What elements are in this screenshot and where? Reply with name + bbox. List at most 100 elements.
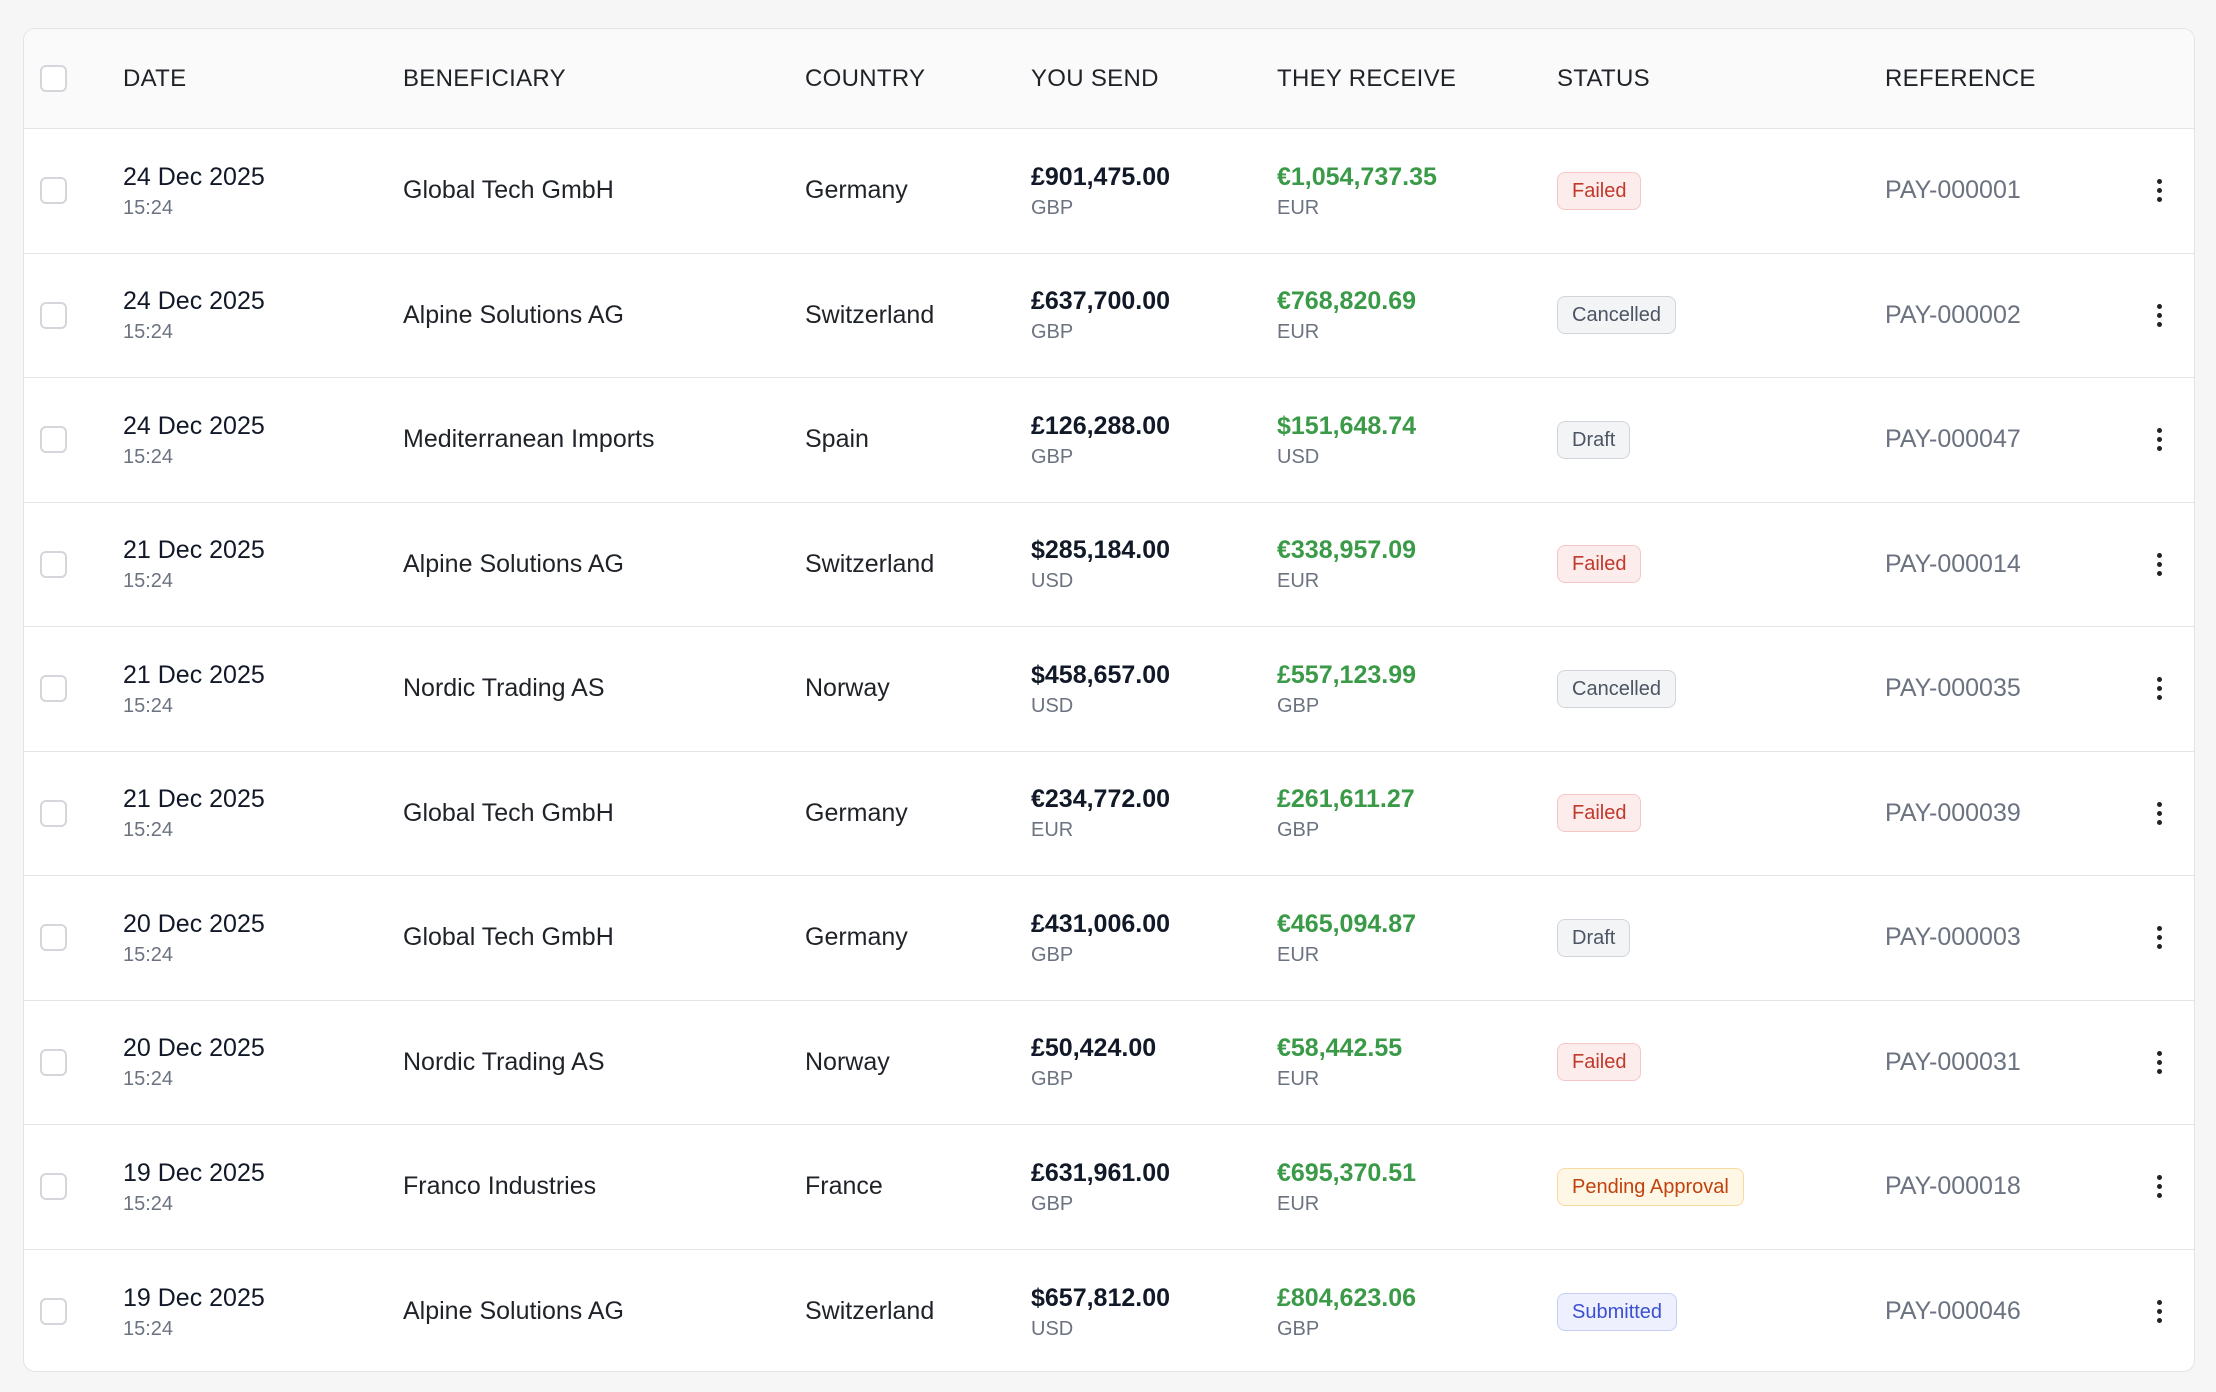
row-checkbox[interactable]	[39, 177, 67, 205]
receive-amount: €1,054,737.35	[1277, 162, 1437, 191]
receive-amount: £804,623.06	[1277, 1283, 1417, 1312]
more-options-icon[interactable]	[2156, 179, 2162, 203]
payment-date: 24 Dec 2025	[123, 411, 265, 440]
more-options-icon[interactable]	[2156, 801, 2162, 825]
beneficiary-country: Switzerland	[805, 300, 935, 329]
payment-date: 20 Dec 2025	[123, 909, 265, 938]
receive-currency: EUR	[1277, 1068, 1320, 1091]
status-badge: Failed	[1557, 1043, 1642, 1082]
beneficiary-name: Mediterranean Imports	[403, 425, 655, 454]
table-row[interactable]: 20 Dec 2025 15:24 Global Tech GmbH Germa…	[24, 876, 2194, 1001]
more-options-icon[interactable]	[2156, 552, 2162, 576]
payment-time: 15:24	[123, 1317, 174, 1340]
table-header: DATE BENEFICIARY COUNTRY YOU SEND THEY R…	[24, 29, 2194, 129]
receive-amount: €58,442.55	[1277, 1034, 1403, 1063]
row-checkbox[interactable]	[39, 301, 67, 329]
beneficiary-country: Germany	[805, 923, 908, 952]
row-checkbox[interactable]	[39, 550, 67, 578]
more-options-icon[interactable]	[2156, 1050, 2162, 1074]
more-options-icon[interactable]	[2156, 1300, 2162, 1324]
send-amount: £901,475.00	[1031, 162, 1171, 191]
status-badge: Draft	[1557, 420, 1631, 459]
payment-reference: PAY-000018	[1885, 1172, 2021, 1201]
payment-reference: PAY-000046	[1885, 1297, 2021, 1326]
receive-currency: GBP	[1277, 1317, 1320, 1340]
send-currency: GBP	[1031, 321, 1074, 344]
more-options-icon[interactable]	[2156, 303, 2162, 327]
receive-currency: EUR	[1277, 321, 1320, 344]
payments-table: DATE BENEFICIARY COUNTRY YOU SEND THEY R…	[23, 28, 2195, 1372]
send-currency: EUR	[1031, 819, 1074, 842]
receive-currency: GBP	[1277, 819, 1320, 842]
payment-reference: PAY-000035	[1885, 674, 2021, 703]
payment-reference: PAY-000014	[1885, 549, 2021, 578]
payment-time: 15:24	[123, 445, 174, 468]
column-header-they-receive[interactable]: THEY RECEIVE	[1277, 64, 1457, 92]
receive-amount: £261,611.27	[1277, 785, 1415, 814]
table-row[interactable]: 19 Dec 2025 15:24 Franco Industries Fran…	[24, 1125, 2194, 1250]
row-checkbox[interactable]	[39, 426, 67, 454]
column-header-country[interactable]: COUNTRY	[805, 64, 926, 92]
table-row[interactable]: 24 Dec 2025 15:24 Alpine Solutions AG Sw…	[24, 254, 2194, 378]
table-row[interactable]: 21 Dec 2025 15:24 Nordic Trading AS Norw…	[24, 627, 2194, 752]
column-header-reference[interactable]: REFERENCE	[1885, 64, 2036, 92]
payment-time: 15:24	[123, 321, 174, 344]
row-checkbox[interactable]	[39, 1298, 67, 1326]
send-currency: USD	[1031, 694, 1074, 717]
beneficiary-name: Alpine Solutions AG	[403, 549, 624, 578]
beneficiary-country: Germany	[805, 176, 908, 205]
status-badge: Pending Approval	[1557, 1167, 1744, 1206]
column-header-date[interactable]: DATE	[123, 64, 187, 92]
column-header-you-send[interactable]: YOU SEND	[1031, 64, 1159, 92]
row-checkbox[interactable]	[39, 1048, 67, 1076]
payment-time: 15:24	[123, 819, 174, 842]
beneficiary-name: Nordic Trading AS	[403, 674, 605, 703]
receive-amount: €338,957.09	[1277, 536, 1417, 565]
beneficiary-country: Germany	[805, 798, 908, 827]
column-header-beneficiary[interactable]: BENEFICIARY	[403, 64, 566, 92]
payment-reference: PAY-000047	[1885, 425, 2021, 454]
receive-amount: €465,094.87	[1277, 909, 1417, 938]
payment-time: 15:24	[123, 570, 174, 593]
table-body: 24 Dec 2025 15:24 Global Tech GmbH Germa…	[24, 129, 2194, 1372]
send-amount: $285,184.00	[1031, 536, 1171, 565]
more-options-icon[interactable]	[2156, 1175, 2162, 1199]
send-currency: USD	[1031, 570, 1074, 593]
payment-date: 24 Dec 2025	[123, 162, 265, 191]
payment-time: 15:24	[123, 1192, 174, 1215]
payment-reference: PAY-000003	[1885, 923, 2021, 952]
beneficiary-country: Switzerland	[805, 549, 935, 578]
send-amount: €234,772.00	[1031, 785, 1171, 814]
payment-date: 20 Dec 2025	[123, 1034, 265, 1063]
send-currency: GBP	[1031, 943, 1074, 966]
row-checkbox[interactable]	[39, 799, 67, 827]
table-row[interactable]: 24 Dec 2025 15:24 Mediterranean Imports …	[24, 378, 2194, 503]
row-checkbox[interactable]	[39, 924, 67, 952]
more-options-icon[interactable]	[2156, 926, 2162, 950]
table-row[interactable]: 20 Dec 2025 15:24 Nordic Trading AS Norw…	[24, 1001, 2194, 1125]
payment-reference: PAY-000001	[1885, 176, 2021, 205]
payment-date: 21 Dec 2025	[123, 536, 265, 565]
beneficiary-name: Alpine Solutions AG	[403, 1297, 624, 1326]
beneficiary-name: Global Tech GmbH	[403, 176, 614, 205]
more-options-icon[interactable]	[2156, 428, 2162, 452]
table-row[interactable]: 21 Dec 2025 15:24 Global Tech GmbH Germa…	[24, 752, 2194, 876]
table-row[interactable]: 21 Dec 2025 15:24 Alpine Solutions AG Sw…	[24, 503, 2194, 627]
row-checkbox[interactable]	[39, 1173, 67, 1201]
payment-time: 15:24	[123, 943, 174, 966]
select-all-checkbox[interactable]	[39, 65, 67, 92]
send-amount: $458,657.00	[1031, 660, 1171, 689]
payment-date: 19 Dec 2025	[123, 1158, 265, 1187]
more-options-icon[interactable]	[2156, 677, 2162, 701]
row-checkbox[interactable]	[39, 675, 67, 703]
column-header-status[interactable]: STATUS	[1557, 64, 1650, 92]
receive-amount: €695,370.51	[1277, 1158, 1417, 1187]
status-badge: Failed	[1557, 794, 1642, 833]
status-badge: Cancelled	[1557, 296, 1676, 335]
receive-currency: EUR	[1277, 196, 1320, 219]
table-row[interactable]: 24 Dec 2025 15:24 Global Tech GmbH Germa…	[24, 129, 2194, 254]
beneficiary-name: Alpine Solutions AG	[403, 300, 624, 329]
payment-time: 15:24	[123, 1068, 174, 1091]
table-row[interactable]: 19 Dec 2025 15:24 Alpine Solutions AG Sw…	[24, 1250, 2194, 1372]
beneficiary-country: France	[805, 1172, 883, 1201]
